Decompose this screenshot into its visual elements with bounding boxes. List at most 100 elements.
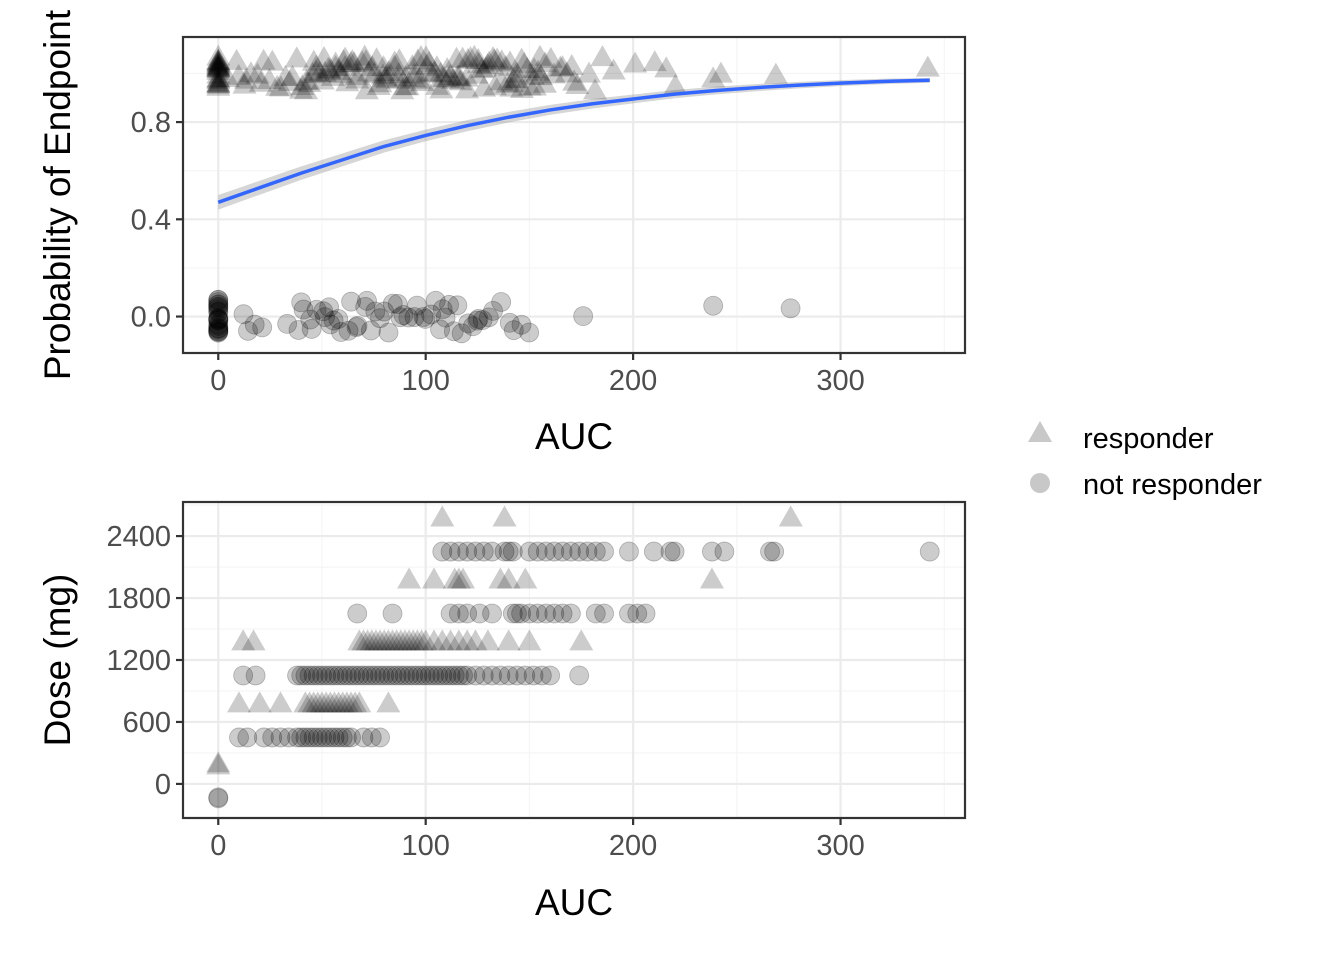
responder-point	[527, 44, 552, 66]
not-responder-point	[208, 788, 229, 809]
responder-point	[475, 53, 500, 75]
responder-point	[206, 55, 231, 77]
not-responder-point	[403, 665, 424, 686]
responder-point	[496, 629, 521, 651]
responder-point	[284, 46, 309, 68]
responder-point	[419, 60, 444, 82]
y-tick-label: 0.4	[131, 204, 171, 236]
responder-point	[386, 62, 411, 84]
responder-point	[407, 67, 432, 89]
y-tick-label: 1800	[106, 583, 171, 615]
not-responder-point	[378, 665, 399, 686]
responder-point	[446, 629, 471, 651]
probability-y-axis-title: Probability of Endpoint	[37, 9, 78, 380]
responder-point	[393, 74, 418, 96]
y-tick-label: 600	[123, 707, 171, 739]
not-responder-point	[208, 308, 229, 329]
responder-point	[206, 72, 231, 94]
responder-point	[376, 691, 401, 713]
responder-point	[392, 629, 417, 651]
responder-point	[322, 691, 347, 713]
responder-point	[232, 72, 257, 94]
not-responder-point	[395, 665, 415, 686]
x-tick-label: 300	[816, 830, 864, 862]
responder-point	[363, 629, 388, 651]
not-responder-point	[536, 541, 556, 562]
not-responder-point	[919, 541, 940, 562]
dose-gridlines	[183, 502, 965, 818]
responder-point	[701, 66, 726, 88]
responder-point	[429, 77, 454, 99]
not-responder-point	[448, 603, 469, 624]
not-responder-point	[208, 321, 229, 342]
dose-points	[206, 505, 940, 809]
not-responder-point	[252, 317, 273, 338]
responder-point	[400, 54, 425, 76]
responder-point	[708, 61, 733, 83]
x-tick-label: 0	[210, 365, 226, 397]
responder-point	[499, 75, 524, 97]
responder-point	[355, 629, 380, 651]
not-responder-point	[491, 292, 512, 312]
probability-axis-ticks: 0 100 200 300 0.0 0.4 0.8	[131, 107, 865, 397]
responder-point	[345, 67, 370, 89]
not-responder-point	[287, 665, 307, 686]
responder-point	[305, 691, 330, 713]
responder-point	[268, 691, 293, 713]
not-responder-point	[515, 665, 536, 686]
not-responder-point	[382, 293, 403, 314]
responder-point	[430, 505, 455, 527]
not-responder-point	[382, 603, 403, 624]
not-responder-point	[208, 289, 229, 310]
responder-point	[446, 567, 471, 589]
responder-point	[206, 54, 231, 76]
responder-point	[316, 56, 341, 78]
responder-point	[247, 691, 272, 713]
not-responder-point	[336, 727, 357, 748]
not-responder-point	[270, 727, 291, 748]
probability-fit-line	[217, 78, 930, 204]
not-responder-point	[208, 301, 229, 322]
not-responder-point	[415, 665, 436, 686]
not-responder-point	[503, 320, 524, 341]
not-responder-point	[714, 541, 735, 562]
x-tick-label: 200	[609, 830, 657, 862]
not-responder-point	[448, 541, 469, 562]
responder-point	[206, 74, 231, 96]
not-responder-point	[208, 320, 229, 341]
responder-point	[273, 64, 298, 86]
not-responder-point	[328, 309, 349, 329]
responder-point	[206, 66, 231, 88]
responder-point	[301, 49, 326, 71]
responder-point	[583, 78, 608, 100]
not-responder-point	[361, 320, 381, 341]
not-responder-point	[208, 316, 229, 336]
responder-point	[303, 59, 328, 81]
not-responder-point	[355, 297, 376, 317]
x-tick-label: 0	[210, 830, 226, 862]
responder-point	[368, 629, 393, 651]
not-responder-point	[238, 320, 258, 341]
not-responder-point	[465, 665, 486, 686]
not-responder-point	[328, 727, 349, 748]
responder-point	[522, 57, 547, 79]
responder-point	[342, 51, 367, 73]
responder-point	[495, 71, 520, 93]
not-responder-point	[415, 309, 436, 329]
responder-point	[364, 47, 389, 69]
responder-point	[382, 50, 407, 72]
responder-point	[206, 71, 231, 93]
responder-point	[504, 61, 529, 83]
responder-point	[309, 691, 334, 713]
responder-point	[522, 74, 547, 96]
not-responder-point	[319, 297, 340, 318]
responder-point	[454, 65, 479, 87]
responder-point	[520, 63, 545, 85]
responder-point	[351, 629, 376, 651]
responder-point	[472, 75, 497, 97]
not-responder-point	[421, 304, 442, 325]
not-responder-point	[301, 319, 322, 339]
not-responder-point	[664, 541, 685, 562]
not-responder-point	[627, 603, 648, 624]
responder-point	[388, 629, 413, 651]
